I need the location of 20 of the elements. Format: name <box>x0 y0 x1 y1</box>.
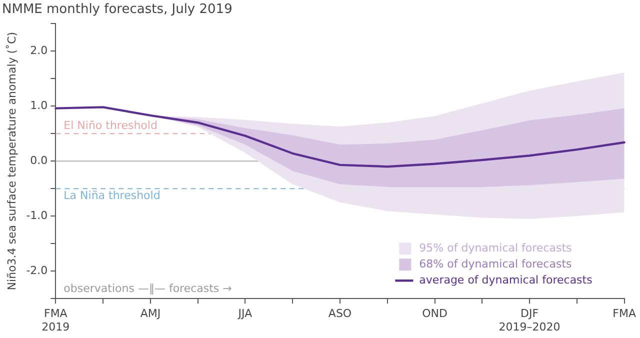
x-tick-label: AMJ <box>140 307 161 320</box>
x-tick-label: DJF 2019–2020 <box>498 307 560 334</box>
y-tick-label: 2.0 <box>30 44 48 57</box>
y-tick-label: 0.0 <box>30 154 48 167</box>
y-axis-title: Niño3.4 sea surface temperature anomaly (˚C) <box>5 32 18 290</box>
x-tick-label: FMA <box>612 307 636 320</box>
y-tick-label: -1.0 <box>26 208 48 222</box>
y-tick-label: 1.0 <box>30 98 48 112</box>
x-tick-label: OND <box>422 307 448 320</box>
y-tick-label: -2.0 <box>26 264 48 277</box>
legend-label: average of dynamical forecasts <box>419 273 593 286</box>
annotation: observations —‖— forecasts → <box>64 282 232 295</box>
x-tick-label: JJA <box>237 307 253 320</box>
chart-title: NMME monthly forecasts, July 2019 <box>2 2 232 18</box>
ref-line-label: La Niña threshold <box>64 188 160 202</box>
x-tick-label: ASO <box>328 307 352 320</box>
ref-line-label: El Niño threshold <box>64 118 158 132</box>
legend-label: 68% of dynamical forecasts <box>419 257 572 270</box>
x-tick-label: FMA 2019 <box>42 307 70 334</box>
legend-label: 95% of dynamical forecasts <box>419 241 572 254</box>
